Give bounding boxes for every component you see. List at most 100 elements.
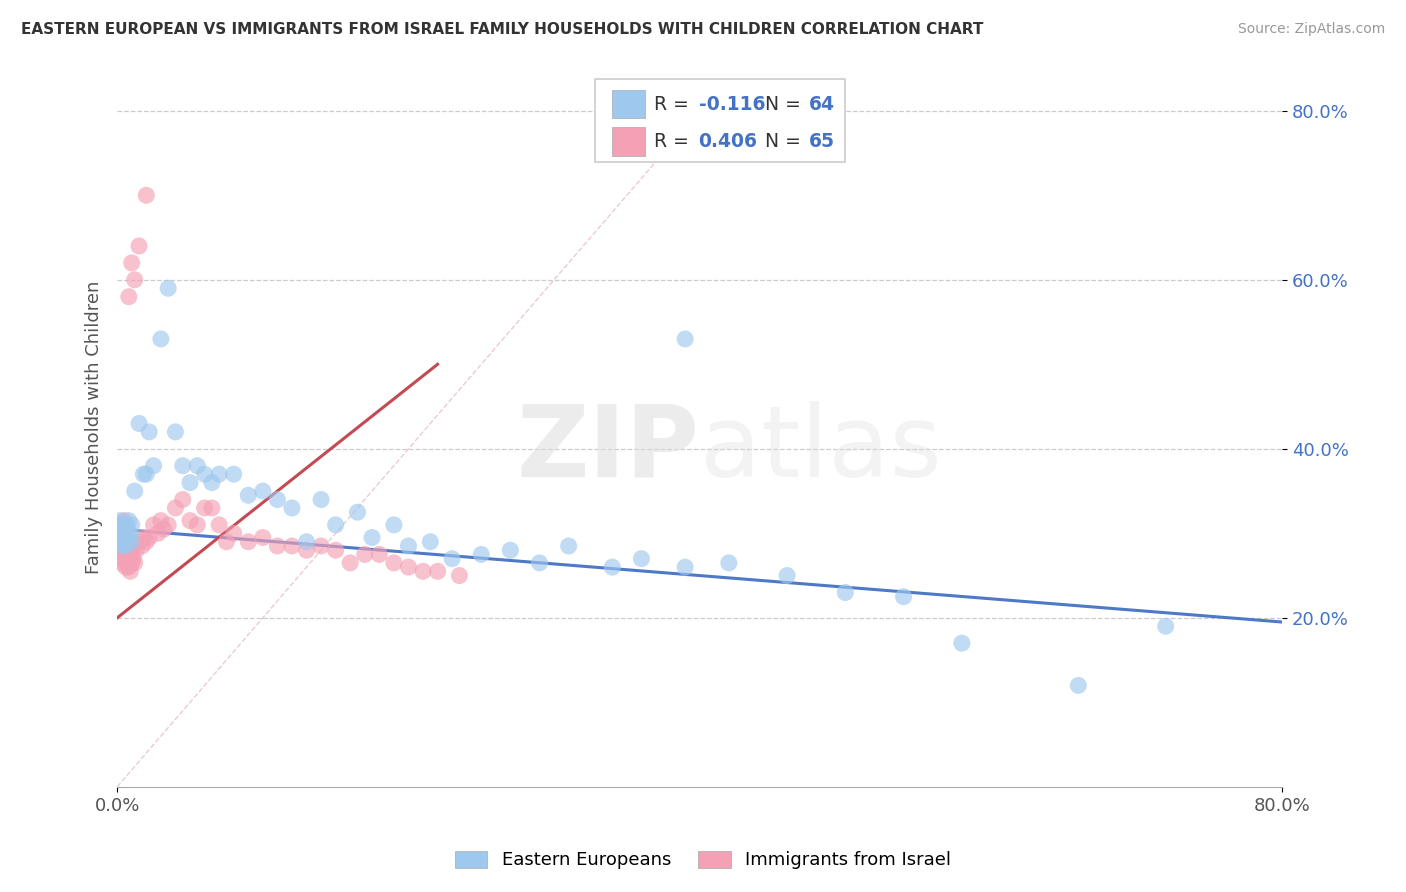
Point	[125, 543, 148, 558]
Point	[110, 539, 132, 553]
Point	[132, 467, 155, 482]
Point	[382, 517, 405, 532]
Point	[120, 565, 142, 579]
Point	[602, 560, 624, 574]
Point	[117, 534, 139, 549]
Text: ZIP: ZIP	[517, 401, 700, 498]
Point	[281, 500, 304, 515]
Point	[419, 534, 441, 549]
Point	[346, 505, 368, 519]
Point	[179, 475, 201, 490]
Point	[114, 526, 136, 541]
Point	[215, 534, 238, 549]
Point	[108, 551, 131, 566]
Point	[238, 488, 260, 502]
Point	[131, 539, 153, 553]
Point	[128, 534, 150, 549]
Point	[252, 531, 274, 545]
FancyBboxPatch shape	[595, 79, 845, 162]
Point	[193, 467, 215, 482]
Point	[124, 273, 146, 287]
Point	[110, 526, 132, 541]
Point	[111, 534, 134, 549]
Point	[252, 484, 274, 499]
Point	[110, 556, 132, 570]
Point	[118, 514, 141, 528]
Point	[118, 548, 141, 562]
Text: N =: N =	[754, 95, 807, 113]
Point	[630, 551, 652, 566]
Point	[115, 539, 138, 553]
Point	[107, 534, 129, 549]
Text: EASTERN EUROPEAN VS IMMIGRANTS FROM ISRAEL FAMILY HOUSEHOLDS WITH CHILDREN CORRE: EASTERN EUROPEAN VS IMMIGRANTS FROM ISRA…	[21, 22, 983, 37]
Point	[172, 492, 194, 507]
Point	[118, 560, 141, 574]
Point	[717, 556, 740, 570]
Point	[120, 526, 142, 541]
Point	[412, 565, 434, 579]
Point	[142, 458, 165, 473]
Point	[382, 556, 405, 570]
Point	[529, 556, 551, 570]
Point	[107, 517, 129, 532]
Point	[339, 556, 361, 570]
Point	[309, 539, 332, 553]
Text: R =: R =	[654, 95, 695, 113]
Point	[110, 526, 132, 541]
Point	[138, 425, 160, 439]
Text: N =: N =	[754, 132, 807, 152]
Point	[426, 565, 449, 579]
Point	[470, 548, 492, 562]
Point	[122, 551, 145, 566]
Point	[132, 531, 155, 545]
Point	[108, 526, 131, 541]
Point	[149, 514, 172, 528]
Text: atlas: atlas	[700, 401, 942, 498]
Point	[201, 475, 224, 490]
Text: 64: 64	[810, 95, 835, 113]
Point	[110, 539, 132, 553]
Point	[121, 556, 143, 570]
Point	[281, 539, 304, 553]
Point	[115, 517, 138, 532]
Point	[893, 590, 915, 604]
Point	[776, 568, 799, 582]
Point	[238, 534, 260, 549]
Point	[222, 526, 245, 541]
Point	[295, 543, 318, 558]
Point	[121, 256, 143, 270]
Point	[157, 281, 180, 295]
Point	[186, 458, 208, 473]
Point	[135, 188, 157, 202]
Point	[108, 534, 131, 549]
Point	[368, 548, 391, 562]
Point	[111, 531, 134, 545]
Point	[110, 522, 132, 536]
Point	[124, 484, 146, 499]
Point	[398, 560, 420, 574]
Point	[208, 517, 231, 532]
Point	[325, 517, 347, 532]
Point	[108, 514, 131, 528]
Point	[135, 534, 157, 549]
Point	[107, 543, 129, 558]
Point	[172, 458, 194, 473]
Point	[165, 500, 187, 515]
Point	[325, 543, 347, 558]
Point	[115, 560, 138, 574]
Point	[557, 539, 579, 553]
Point	[193, 500, 215, 515]
Text: R =: R =	[654, 132, 695, 152]
Point	[309, 492, 332, 507]
Point	[186, 517, 208, 532]
Point	[157, 517, 180, 532]
Point	[114, 514, 136, 528]
Point	[142, 517, 165, 532]
Point	[441, 551, 464, 566]
Point	[950, 636, 973, 650]
Point	[165, 425, 187, 439]
Point	[118, 290, 141, 304]
Point	[121, 517, 143, 532]
Point	[353, 548, 375, 562]
Point	[673, 560, 696, 574]
